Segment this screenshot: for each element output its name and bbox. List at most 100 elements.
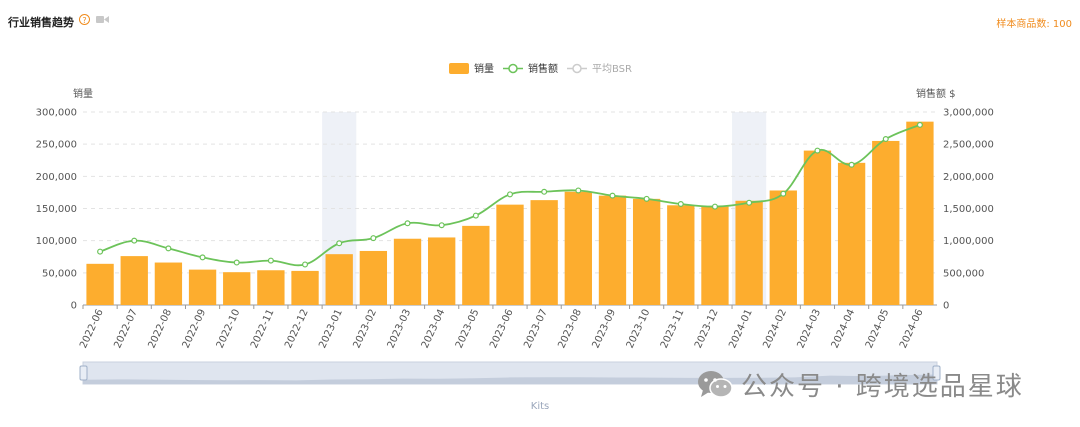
video-camera-icon[interactable] <box>96 15 109 24</box>
point-2023-12 <box>711 203 718 210</box>
x-tick-label: 2022-07 <box>112 308 140 351</box>
y-tick-left: 200,000 <box>36 172 77 183</box>
y-tick-left: 50,000 <box>42 268 77 279</box>
x-tick-label: 2023-05 <box>454 308 482 351</box>
zoom-handle-right[interactable] <box>932 365 941 381</box>
point-2023-04 <box>438 222 445 229</box>
x-tick-label: 2023-02 <box>351 308 379 351</box>
point-2024-06 <box>916 121 923 128</box>
x-tick-label: 2024-05 <box>864 308 892 351</box>
point-2024-03 <box>814 147 821 154</box>
y-tick-right: 2,000,000 <box>943 172 994 183</box>
bar-2024-05 <box>872 140 900 305</box>
legend-marker-avg-bsr <box>572 63 582 74</box>
x-tick-label: 2023-06 <box>488 308 516 351</box>
bar-2023-04 <box>428 237 456 305</box>
x-tick-label: 2023-08 <box>556 308 584 351</box>
bar-2024-04 <box>837 162 866 305</box>
bar-2022-10 <box>223 272 251 305</box>
x-tick-label: 2024-03 <box>796 308 824 351</box>
point-2023-05 <box>472 212 479 219</box>
point-2023-02 <box>370 235 377 242</box>
legend-label-avg-bsr: 平均BSR <box>592 63 632 75</box>
x-tick-label: 2023-07 <box>522 308 550 351</box>
x-tick-label: 2023-09 <box>591 308 619 351</box>
x-tick-label: 2024-04 <box>830 308 858 351</box>
y-tick-right: 1,500,000 <box>943 204 994 215</box>
point-2024-05 <box>882 136 889 143</box>
point-2022-06 <box>97 248 104 255</box>
bar-2024-02 <box>769 190 797 305</box>
zoom-handle-left[interactable] <box>79 365 88 381</box>
point-2023-09 <box>609 192 616 199</box>
bar-2022-09 <box>188 269 217 305</box>
bar-2023-10 <box>632 198 661 305</box>
point-2022-11 <box>267 257 274 264</box>
bar-2022-06 <box>86 263 114 305</box>
bar-2023-06 <box>496 204 524 305</box>
bar-2022-08 <box>154 262 183 305</box>
bar-2022-07 <box>120 256 148 305</box>
y-axis-title-left: 销量 <box>73 87 93 100</box>
x-tick-label: 2023-11 <box>659 308 687 351</box>
watermark: 公众号 · 跨境选品星球 <box>697 366 1024 403</box>
point-2023-01 <box>336 240 343 247</box>
point-2022-08 <box>165 245 172 252</box>
x-tick-label: 2023-10 <box>625 308 653 351</box>
bar-2023-12 <box>701 206 729 305</box>
x-tick-label: 2024-02 <box>761 308 789 351</box>
point-2023-08 <box>575 187 582 194</box>
point-2022-12 <box>302 261 309 268</box>
y-tick-left: 150,000 <box>36 204 77 215</box>
bar-2023-09 <box>598 195 627 305</box>
bar-2024-03 <box>803 150 832 305</box>
x-tick-label: 2023-04 <box>420 308 448 351</box>
legend-marker-sales-amount <box>508 63 518 74</box>
point-2022-10 <box>233 259 240 266</box>
x-tick-label: 2022-08 <box>146 308 174 351</box>
x-tick-label: 2023-03 <box>386 308 414 351</box>
point-2023-03 <box>404 220 411 227</box>
point-2022-09 <box>199 254 206 261</box>
help-icon[interactable]: ? <box>79 14 90 25</box>
bar-2023-11 <box>667 205 695 305</box>
y-tick-left: 0 <box>71 301 77 312</box>
bar-2022-11 <box>257 270 285 305</box>
zoom-slider-label: Kits <box>531 401 549 412</box>
y-tick-right: 2,500,000 <box>943 140 994 151</box>
y-axis-title-right: 销售额 $ <box>916 87 956 100</box>
wechat-icon <box>698 370 733 398</box>
x-tick-label: 2024-01 <box>727 308 755 351</box>
y-tick-left: 100,000 <box>36 236 77 247</box>
bar-2023-01 <box>325 254 353 305</box>
bar-2023-03 <box>393 238 422 305</box>
bar-2022-12 <box>291 270 319 305</box>
point-2024-02 <box>780 190 787 197</box>
x-tick-label: 2022-12 <box>283 308 311 351</box>
legend-label-sales-amount: 销售额 <box>528 62 558 75</box>
bar-2023-05 <box>462 225 490 305</box>
y-tick-right: 3,000,000 <box>943 108 994 119</box>
legend-swatch-sales-volume <box>449 63 469 74</box>
point-2023-06 <box>507 191 514 198</box>
point-2023-10 <box>643 195 650 202</box>
bar-2023-02 <box>359 250 388 305</box>
chart-title: 行业销售趋势 <box>8 16 74 29</box>
legend-label-sales-volume: 销量 <box>474 62 494 75</box>
point-2024-01 <box>746 199 753 206</box>
y-tick-left: 250,000 <box>36 140 77 151</box>
bar-2023-07 <box>530 200 558 305</box>
watermark-text: 公众号 · 跨境选品星球 <box>741 372 1024 402</box>
y-tick-right: 1,000,000 <box>943 236 994 247</box>
point-2022-07 <box>131 237 138 244</box>
x-tick-label: 2023-01 <box>317 308 345 351</box>
point-2023-11 <box>677 200 684 207</box>
x-tick-label: 2022-09 <box>181 308 209 351</box>
y-tick-left: 300,000 <box>36 108 77 119</box>
bar-2023-08 <box>564 191 592 305</box>
bar-2024-01 <box>735 200 763 305</box>
y-tick-right: 0 <box>943 301 949 312</box>
x-tick-label: 2023-12 <box>693 308 721 351</box>
x-tick-label: 2022-06 <box>78 308 106 351</box>
